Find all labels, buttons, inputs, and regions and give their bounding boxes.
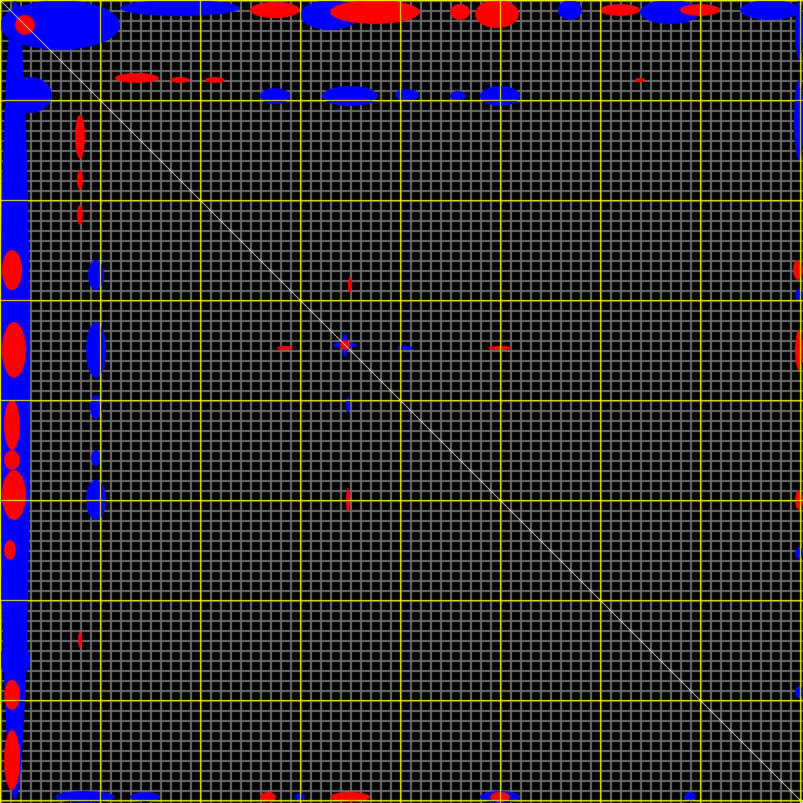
contact-map-canvas[interactable] — [0, 0, 803, 803]
